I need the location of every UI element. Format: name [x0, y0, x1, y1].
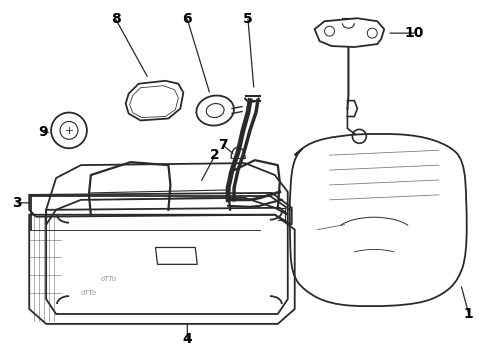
Text: 6: 6	[182, 12, 192, 26]
Text: 2: 2	[210, 148, 220, 162]
Text: 1: 1	[464, 307, 474, 321]
Text: 4: 4	[182, 332, 192, 346]
Text: 8: 8	[111, 12, 121, 26]
Text: 7: 7	[219, 138, 228, 152]
Text: 5: 5	[243, 12, 253, 26]
Text: 9: 9	[38, 125, 48, 139]
Text: oTTo: oTTo	[81, 290, 97, 296]
Text: 3: 3	[12, 196, 22, 210]
Text: 10: 10	[404, 26, 424, 40]
Text: oTTo: oTTo	[101, 276, 117, 282]
